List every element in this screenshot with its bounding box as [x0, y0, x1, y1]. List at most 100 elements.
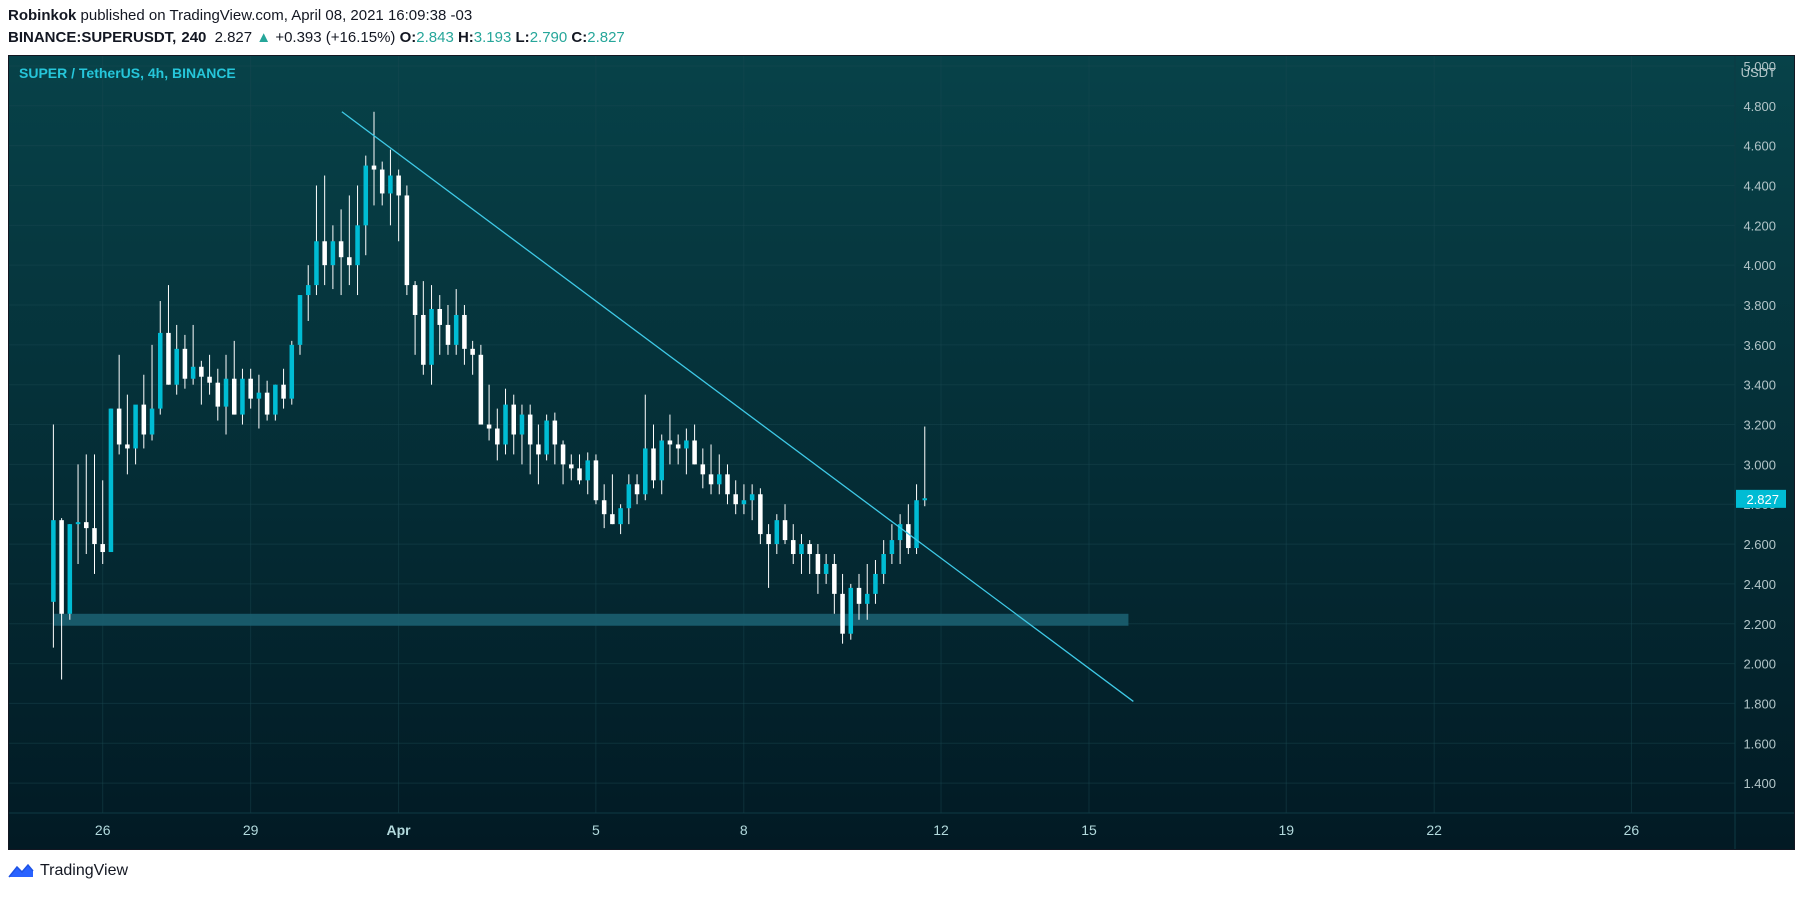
candle-body-down [404, 195, 410, 286]
candle-body-down [832, 563, 837, 594]
candle-body-up [881, 554, 886, 574]
candle-body-down [281, 384, 286, 399]
low-value: 2.790 [529, 29, 568, 46]
change-value: +0.393 (+16.15%) [275, 29, 396, 46]
candle-body-up [716, 474, 722, 485]
candle-body-up [544, 420, 549, 455]
candle-body-up [519, 414, 525, 435]
candle-body-up [429, 308, 434, 365]
candle-body-down [116, 408, 122, 445]
candle-body-down [560, 444, 566, 465]
candle-body-down [700, 464, 706, 475]
candle-body-down [396, 175, 401, 196]
candle-body-up [618, 508, 623, 525]
candle-body-up [585, 460, 590, 481]
candle-body-up [223, 378, 229, 407]
candle-body-up [297, 295, 303, 345]
candle-body-down [790, 540, 796, 555]
candle-body-up [914, 500, 919, 549]
candle-body-down [782, 520, 788, 541]
y-tick-label: 2.600 [1743, 537, 1776, 552]
close-value: 2.827 [587, 29, 625, 46]
x-tick-label: 5 [592, 822, 600, 838]
candle-body-up [453, 314, 459, 345]
candle-body-down [536, 444, 541, 455]
candle-body-down [379, 169, 385, 194]
close-label: C: [571, 29, 588, 46]
candle-body-down [692, 440, 697, 465]
candle-body-down [856, 587, 862, 604]
y-tick-label: 2.000 [1743, 657, 1776, 672]
candle-body-up [823, 563, 829, 574]
chart-frame[interactable]: 5.000 4.800 4.600 4.400 4.200 4.000 3.800 3.600… [8, 55, 1795, 850]
x-tick-label: 8 [740, 822, 748, 838]
y-tick-label: 4.200 [1743, 218, 1776, 233]
x-tick-label: 26 [1624, 822, 1640, 838]
candle-body-down [527, 414, 533, 445]
candle-body-down [667, 440, 673, 445]
candle-body-down [708, 474, 714, 485]
candle-body-down [470, 348, 475, 355]
y-tick-label: 3.000 [1743, 457, 1776, 472]
candle-body-down [166, 332, 171, 385]
y-tick-label: 4.000 [1743, 258, 1776, 273]
candle-body-down [601, 500, 607, 515]
candle-body-up [503, 404, 508, 445]
candle-body-down [906, 524, 911, 549]
x-tick-label: 29 [243, 822, 259, 838]
publish-info: Robinkok published on TradingView.com, A… [8, 7, 472, 24]
y-tick-label: 3.400 [1743, 378, 1776, 393]
candle-body-down [675, 444, 681, 449]
candle-body-up [149, 408, 155, 435]
candle-body-up [659, 440, 664, 481]
y-tick-label: 3.600 [1743, 338, 1776, 353]
candle-body-down [347, 257, 352, 266]
candle-body-down [215, 382, 221, 407]
candle-body-down [495, 428, 500, 445]
candle-body-up [157, 332, 163, 409]
trendline [341, 111, 1134, 702]
candle-body-down [610, 514, 615, 525]
candle-body-up [314, 241, 319, 286]
candle-body-down [322, 241, 327, 266]
candle-body-down [141, 404, 147, 435]
y-tick-label: 3.200 [1743, 418, 1776, 433]
candle-body-down [840, 593, 845, 634]
support-zone [53, 613, 1129, 626]
candle-body-up [273, 384, 278, 415]
candle-body-up [289, 344, 295, 399]
price-chart[interactable]: 5.000 4.800 4.600 4.400 4.200 4.000 3.800 3.600… [9, 56, 1794, 849]
candle-body-down [248, 378, 253, 399]
y-tick-label: 4.600 [1743, 139, 1776, 154]
candle-body-up [684, 440, 689, 449]
candle-body-down [59, 520, 64, 614]
candle-body-down [815, 554, 821, 574]
candle-body-down [371, 165, 377, 170]
footer-brand[interactable]: TradingView [8, 862, 128, 880]
candle-body-down [231, 378, 237, 415]
footer-brand-text: TradingView [40, 862, 129, 879]
y-tick-label: 4.400 [1743, 178, 1776, 193]
candle-body-down [125, 444, 130, 449]
chart-background [9, 56, 1794, 849]
price-axis[interactable]: 5.000 4.800 4.600 4.400 4.200 4.000 3.800 3.600… [1743, 59, 1776, 791]
candle-body-down [486, 424, 492, 429]
time-axis[interactable]: 26 29 Apr 5 8 12 15 19 22 26 [95, 822, 1640, 838]
candle-body-down [651, 448, 656, 481]
open-value: 2.843 [416, 29, 454, 46]
candle-body-down [182, 348, 188, 379]
x-tick-label: 15 [1081, 822, 1097, 838]
candle-body-up [848, 587, 854, 634]
candle-body-up [108, 408, 114, 553]
author-name[interactable]: Robinkok [8, 7, 77, 24]
candle-body-down [462, 314, 467, 349]
y-tick-label: 4.800 [1743, 99, 1776, 114]
y-unit-label: USDT [1741, 65, 1776, 80]
tradingview-logo-icon [8, 863, 34, 878]
candle-body-down [758, 494, 763, 535]
candle-body-up [643, 448, 648, 495]
y-tick-label: 2.400 [1743, 577, 1776, 592]
candle-body-up [51, 520, 56, 602]
candle-body-down [552, 420, 558, 445]
candle-body-down [421, 314, 426, 365]
